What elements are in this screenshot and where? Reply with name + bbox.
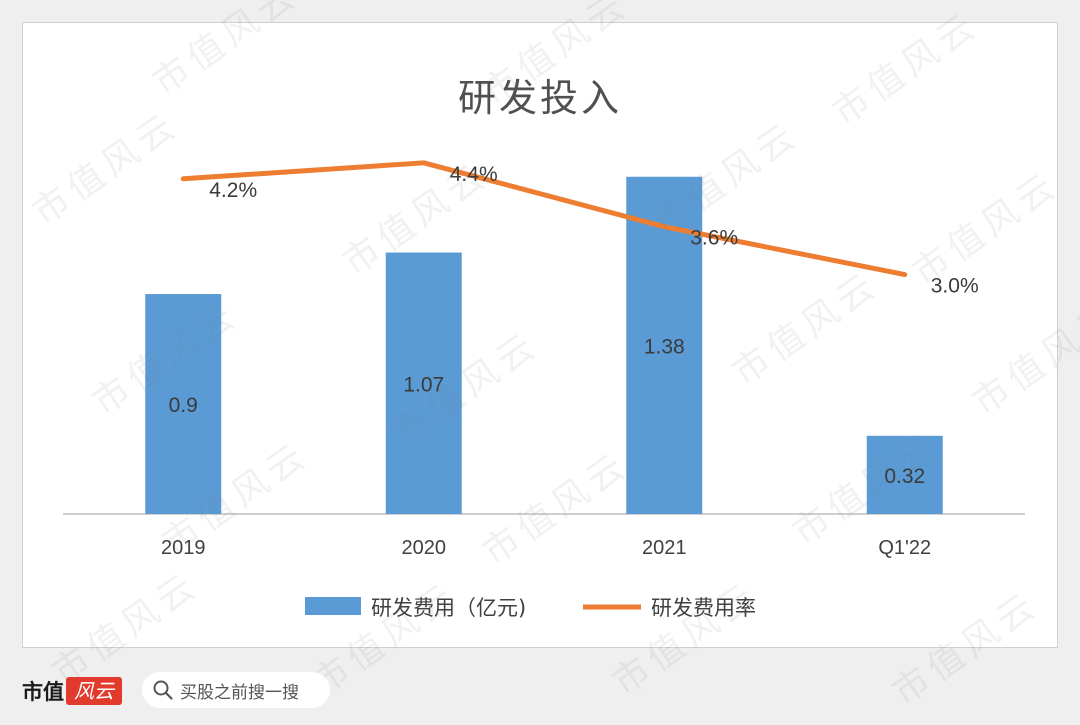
- line-label-2: 3.6%: [690, 227, 738, 250]
- line-label-0: 4.2%: [209, 179, 257, 202]
- chart-title: 研发投入: [457, 76, 622, 120]
- line-label-3: 3.0%: [931, 275, 979, 298]
- bar-0: [145, 294, 222, 514]
- bar-label-2: 1.38: [644, 335, 685, 358]
- x-tick-1: 2020: [402, 537, 447, 559]
- chart-card: 研发投入 0.9 2019 1.07 2020 1.38 2021 0.32 Q1'22 4.2…: [22, 22, 1058, 648]
- x-tick-2: 2021: [642, 537, 687, 559]
- chart-plot: 0.9 2019 1.07 2020 1.38 2021 0.32 Q1'22 4.2% 4.4%…: [63, 160, 1025, 620]
- search-pill[interactable]: 买股之前搜一搜: [142, 672, 330, 708]
- brand-logo: 风云: [66, 677, 122, 705]
- bar-label-0: 0.9: [169, 394, 198, 417]
- legend-line-label: 研发费用率: [651, 596, 756, 620]
- x-tick-0: 2019: [161, 537, 206, 559]
- x-tick-3: Q1'22: [878, 537, 931, 559]
- line-series: [180, 160, 908, 278]
- bar-label-1: 1.07: [403, 373, 444, 396]
- bar-3: [866, 435, 943, 514]
- brand[interactable]: 市值 风云: [22, 676, 122, 706]
- bar-1: [385, 252, 462, 515]
- line-label-1: 4.4%: [450, 163, 498, 186]
- legend-bar-label: 研发费用（亿元): [371, 596, 526, 620]
- legend-bar-swatch: [305, 597, 361, 615]
- footer-bar: 市值 风云 买股之前搜一搜: [0, 648, 1080, 725]
- brand-text: 市值: [22, 680, 64, 704]
- search-placeholder: 买股之前搜一搜: [180, 682, 299, 703]
- bar-label-3: 0.32: [884, 465, 925, 488]
- search-icon: [153, 680, 173, 700]
